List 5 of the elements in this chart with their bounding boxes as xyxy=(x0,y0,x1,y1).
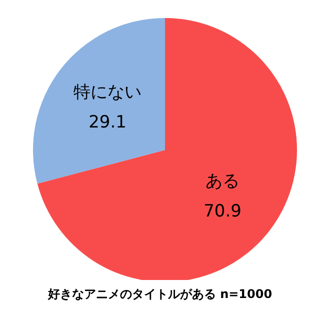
data-label: 70.9 xyxy=(204,201,242,222)
slice-label: 特にない xyxy=(73,82,142,103)
text: 好きなアニメのタイトルがある n=1000 xyxy=(46,286,274,303)
data-label: 29.1 xyxy=(88,112,126,133)
slice-label: ある xyxy=(206,171,240,192)
